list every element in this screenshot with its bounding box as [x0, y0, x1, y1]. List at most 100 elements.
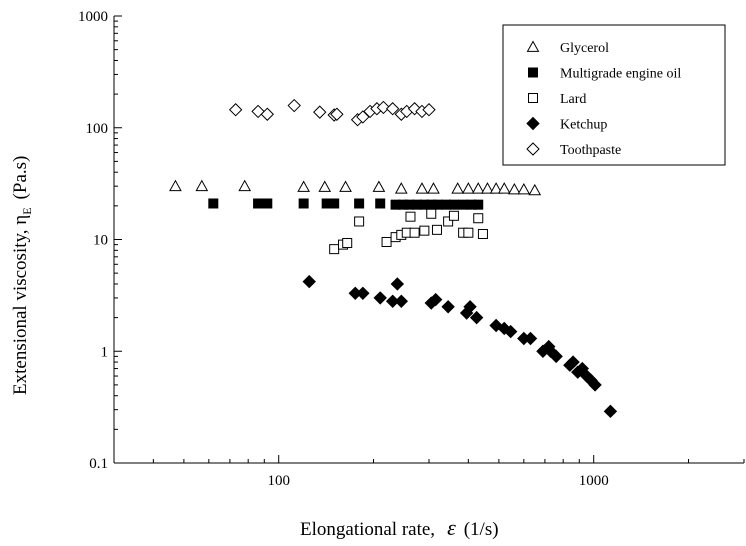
series-toothpaste — [228, 98, 436, 127]
data-point — [458, 199, 469, 210]
data-point — [426, 208, 437, 219]
data-marks — [169, 98, 618, 419]
x-axis-symbol: ε — [447, 515, 456, 540]
data-point — [473, 199, 484, 210]
legend: Glycerol Multigrade engine oil Lard Ketchup… — [502, 24, 726, 166]
data-point — [443, 216, 454, 227]
y-axis-title: Extensional viscosity, ηE (Pa.s) — [10, 156, 34, 395]
data-point — [228, 103, 243, 117]
data-point — [262, 198, 273, 209]
data-point — [588, 378, 602, 392]
legend-label: Glycerol — [560, 41, 609, 56]
x-axis-title: Elongational rate, ε (1/s) — [300, 515, 499, 540]
data-point — [448, 210, 459, 221]
data-point — [298, 198, 309, 209]
data-point — [394, 294, 409, 308]
legend-box — [502, 24, 726, 166]
data-point — [448, 199, 459, 210]
data-point — [463, 300, 477, 314]
data-point — [385, 102, 400, 116]
legend-marker — [528, 93, 538, 103]
x-axis-label: Elongational rate, — [300, 519, 435, 540]
legend-label: Ketchup — [560, 118, 607, 133]
x-tick-label: 1000 — [579, 473, 609, 489]
legend-marker — [528, 67, 538, 78]
y-tick-label: 100 — [86, 121, 109, 137]
data-point — [497, 182, 511, 194]
data-point — [422, 103, 436, 117]
data-point — [302, 274, 316, 289]
data-point — [441, 300, 455, 314]
y-axis-subscript: E — [20, 207, 34, 214]
data-point — [603, 404, 618, 419]
data-point — [373, 291, 387, 305]
data-point — [419, 225, 430, 236]
data-point — [356, 286, 370, 301]
data-point — [431, 224, 442, 235]
data-point — [329, 244, 340, 255]
data-point — [405, 211, 416, 222]
data-point — [330, 107, 344, 121]
y-tick-label: 1 — [101, 344, 109, 360]
data-point — [195, 179, 209, 192]
data-point — [477, 228, 488, 239]
data-point — [481, 182, 494, 194]
data-point — [523, 331, 538, 346]
legend-label: Multigrade engine oil — [560, 67, 681, 82]
data-point — [566, 355, 580, 369]
data-point — [473, 213, 484, 224]
x-tick-label: 100 — [267, 473, 290, 489]
data-point — [394, 182, 408, 194]
axes: 0.1 1 10 100 1000 100 1000 — [78, 9, 745, 489]
data-point — [381, 236, 392, 247]
data-point — [451, 182, 465, 194]
data-point — [313, 105, 327, 119]
data-point — [372, 180, 386, 192]
data-point — [354, 198, 365, 209]
legend-items: Glycerol Multigrade engine oil Lard Ketchup… — [526, 40, 681, 158]
data-point — [169, 179, 182, 192]
data-point — [390, 277, 405, 291]
data-point — [208, 198, 219, 209]
data-point — [503, 324, 518, 339]
data-point — [508, 183, 521, 195]
data-point — [471, 182, 485, 194]
data-point — [329, 198, 340, 209]
data-point — [375, 198, 386, 209]
data-point — [528, 183, 542, 196]
data-point — [415, 182, 429, 194]
data-point — [354, 216, 365, 227]
series-ketchup — [302, 274, 618, 419]
series-multigrade-engine-oil — [208, 198, 484, 210]
data-point — [549, 349, 563, 364]
series-glycerol — [169, 179, 542, 196]
data-point — [260, 107, 275, 121]
y-axis-unit: (Pa.s) — [10, 156, 31, 200]
series-lard — [329, 208, 488, 255]
legend-marker — [526, 142, 540, 156]
data-point — [297, 180, 310, 192]
data-point — [463, 227, 474, 238]
y-tick-label: 10 — [93, 233, 108, 249]
y-tick-label: 0.1 — [89, 456, 108, 472]
data-point — [428, 292, 443, 307]
data-point — [427, 182, 440, 194]
data-point — [238, 179, 252, 192]
data-point — [339, 180, 352, 192]
data-point — [489, 182, 503, 194]
data-point — [253, 198, 264, 209]
data-point — [469, 310, 484, 325]
data-point — [318, 180, 332, 192]
data-point — [462, 182, 475, 194]
data-point — [409, 227, 420, 238]
data-point — [342, 238, 353, 249]
legend-marker — [526, 40, 540, 52]
data-point — [376, 100, 391, 115]
data-point — [432, 199, 443, 210]
data-point — [287, 98, 301, 113]
legend-marker — [526, 116, 540, 131]
x-axis-unit: (1/s) — [464, 519, 499, 540]
y-axis-label: Extensional viscosity, η — [10, 215, 31, 395]
legend-label: Lard — [560, 92, 586, 107]
